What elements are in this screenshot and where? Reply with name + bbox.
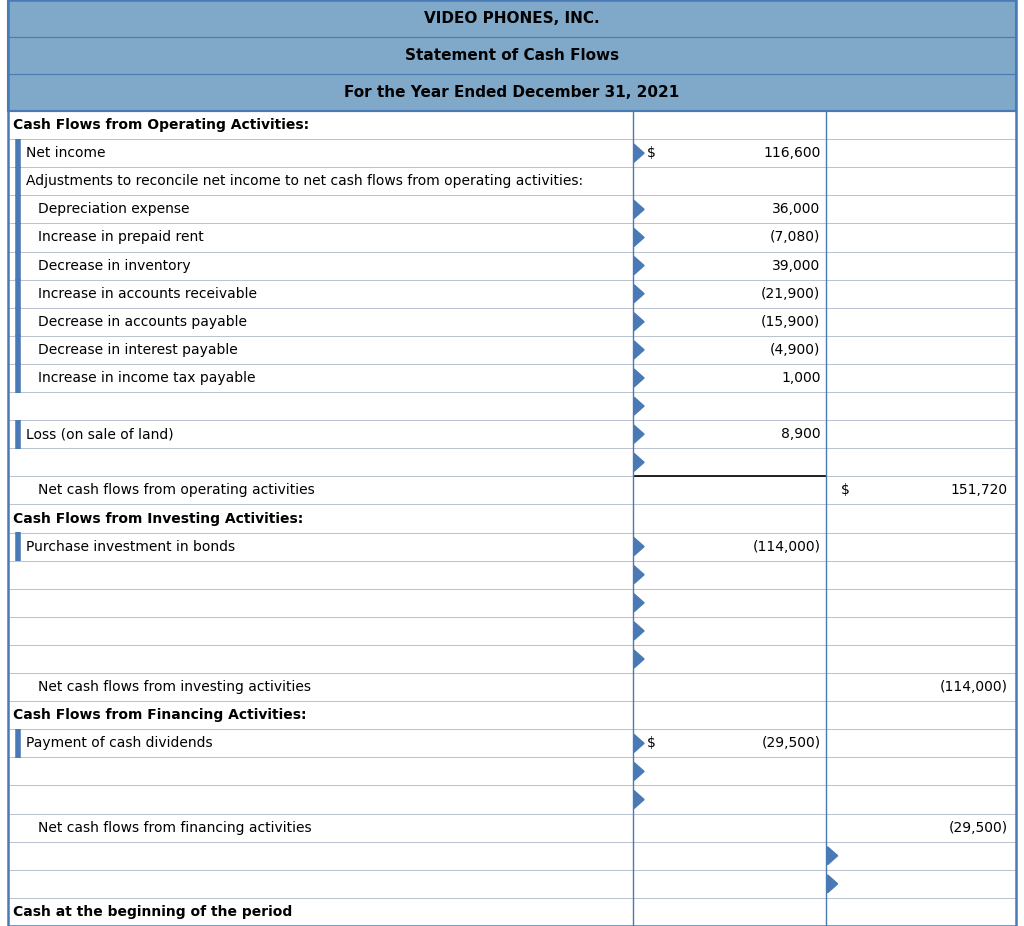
Polygon shape	[634, 762, 644, 781]
Text: Increase in prepaid rent: Increase in prepaid rent	[38, 231, 204, 244]
Text: (29,500): (29,500)	[949, 820, 1008, 834]
Text: $: $	[647, 736, 655, 750]
Polygon shape	[634, 734, 644, 752]
Text: Loss (on sale of land): Loss (on sale of land)	[26, 427, 174, 441]
Text: Payment of cash dividends: Payment of cash dividends	[26, 736, 213, 750]
Polygon shape	[634, 229, 644, 246]
Text: For the Year Ended December 31, 2021: For the Year Ended December 31, 2021	[344, 85, 680, 100]
Polygon shape	[634, 454, 644, 471]
Text: Net cash flows from financing activities: Net cash flows from financing activities	[38, 820, 311, 834]
Text: (4,900): (4,900)	[770, 343, 820, 357]
Text: $: $	[841, 483, 849, 497]
Polygon shape	[634, 284, 644, 303]
Text: Cash at the beginning of the period: Cash at the beginning of the period	[13, 905, 292, 919]
Text: Increase in accounts receivable: Increase in accounts receivable	[38, 287, 257, 301]
Bar	[8, 111, 1016, 926]
Text: Statement of Cash Flows: Statement of Cash Flows	[404, 48, 620, 63]
Text: Net income: Net income	[26, 146, 105, 160]
Polygon shape	[634, 313, 644, 331]
Polygon shape	[634, 566, 644, 583]
Text: Adjustments to reconcile net income to net cash flows from operating activities:: Adjustments to reconcile net income to n…	[26, 174, 583, 188]
Text: Decrease in accounts payable: Decrease in accounts payable	[38, 315, 247, 329]
Text: Net cash flows from operating activities: Net cash flows from operating activities	[38, 483, 314, 497]
Polygon shape	[634, 650, 644, 668]
Polygon shape	[827, 875, 838, 893]
Polygon shape	[634, 791, 644, 808]
Text: Cash Flows from Investing Activities:: Cash Flows from Investing Activities:	[13, 511, 303, 525]
Text: (114,000): (114,000)	[753, 540, 820, 554]
Text: Decrease in interest payable: Decrease in interest payable	[38, 343, 238, 357]
Text: Cash Flows from Operating Activities:: Cash Flows from Operating Activities:	[13, 118, 309, 132]
Text: (7,080): (7,080)	[770, 231, 820, 244]
Text: 36,000: 36,000	[772, 203, 820, 217]
Polygon shape	[634, 594, 644, 612]
Text: 116,600: 116,600	[763, 146, 820, 160]
Polygon shape	[634, 425, 644, 444]
Text: 39,000: 39,000	[772, 258, 820, 272]
Polygon shape	[634, 144, 644, 162]
Polygon shape	[634, 397, 644, 415]
Polygon shape	[634, 538, 644, 556]
Text: 151,720: 151,720	[951, 483, 1008, 497]
Text: Decrease in inventory: Decrease in inventory	[38, 258, 190, 272]
Text: 1,000: 1,000	[781, 371, 820, 385]
Text: VIDEO PHONES, INC.: VIDEO PHONES, INC.	[424, 11, 600, 26]
Bar	[8, 0, 1016, 111]
Polygon shape	[827, 846, 838, 865]
Text: (29,500): (29,500)	[762, 736, 820, 750]
Text: (15,900): (15,900)	[761, 315, 820, 329]
Text: Net cash flows from investing activities: Net cash flows from investing activities	[38, 680, 311, 694]
Text: (21,900): (21,900)	[761, 287, 820, 301]
Polygon shape	[634, 257, 644, 275]
Text: 8,900: 8,900	[781, 427, 820, 441]
Text: Purchase investment in bonds: Purchase investment in bonds	[26, 540, 236, 554]
Text: Cash Flows from Financing Activities:: Cash Flows from Financing Activities:	[13, 708, 306, 722]
Polygon shape	[634, 200, 644, 219]
Polygon shape	[634, 341, 644, 359]
Text: $: $	[647, 146, 655, 160]
Polygon shape	[634, 369, 644, 387]
Text: (114,000): (114,000)	[940, 680, 1008, 694]
Text: Increase in income tax payable: Increase in income tax payable	[38, 371, 256, 385]
Polygon shape	[634, 622, 644, 640]
Text: Depreciation expense: Depreciation expense	[38, 203, 189, 217]
